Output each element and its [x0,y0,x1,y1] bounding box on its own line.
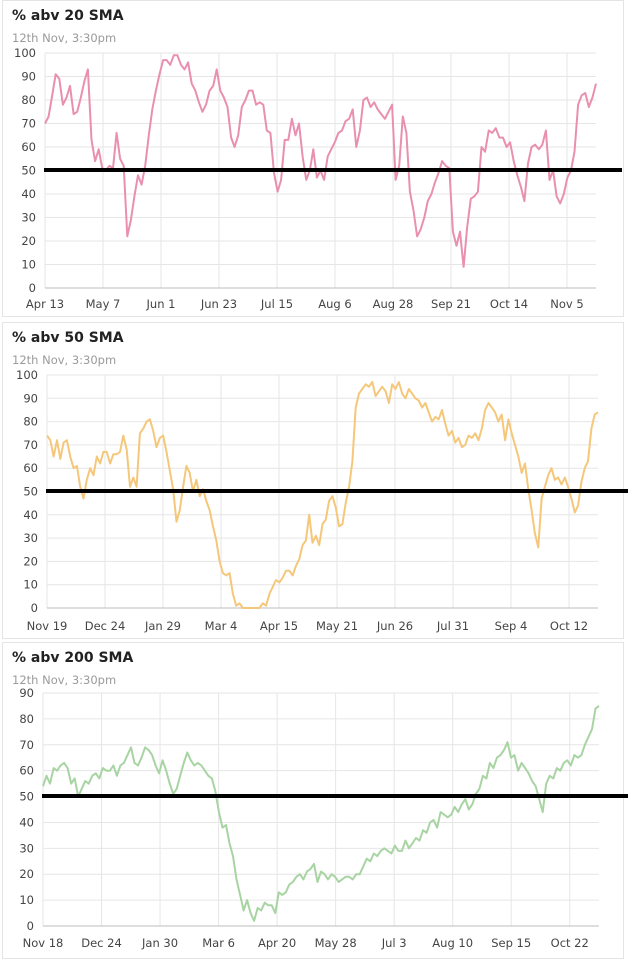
y-tick-label: 0 [31,601,38,615]
x-tick-label: Sep 4 [495,619,528,633]
y-tick-label: 60 [21,140,36,154]
x-tick-label: May 21 [316,619,358,633]
y-tick-label: 70 [23,438,38,452]
chart-svg-sma50: 0 10 20 30 40 50 60 70 80 90 100 Nov 19 Dec 24 Jan 29… [16,368,599,633]
x-tick-label: May 28 [315,936,357,950]
x-tick-label: Aug 6 [318,297,351,311]
chart-panel-sma20: % abv 20 SMA 12th Nov, 3:30pm 0 10 20 30 40 5… [2,0,624,317]
chart-svg-sma20: 0 10 20 30 40 50 60 70 80 90 100 Apr 13 May 7 Jun 1 Ju… [14,46,597,311]
chart-panel-sma50: % abv 50 SMA 12th Nov, 3:30pm 0 10 20 30 40 5… [2,322,624,639]
y-tick-label: 20 [23,554,38,568]
x-tick-label: Sep 15 [491,936,531,950]
y-tick-label: 70 [19,738,34,752]
chart-subtitle: 12th Nov, 3:30pm [12,353,117,367]
reference-line-50 [42,793,628,798]
x-tick-label: Jun 23 [200,297,237,311]
y-tick-label: 20 [19,867,34,881]
series-line [42,705,600,922]
x-tick-label: Apr 15 [260,619,298,633]
x-tick-label: Jan 30 [141,936,178,950]
chart-title: % abv 50 SMA [12,330,124,346]
x-tick-label: Oct 12 [550,619,588,633]
chart-svg-sma200: 0 10 20 30 40 50 60 70 80 90 Nov 18 Dec 24 Jan 30 Mar… [19,686,600,950]
series-line [44,54,597,268]
x-tick-label: Nov 18 [23,936,64,950]
y-tick-label: 0 [27,919,34,933]
x-tick-label: Apr 13 [26,297,64,311]
x-tick-label: Jul 15 [260,297,293,311]
y-tick-label: 90 [23,391,38,405]
y-tick-label: 60 [23,461,38,475]
x-tick-label: Aug 10 [432,936,473,950]
series-line [46,381,599,609]
y-tick-label: 10 [21,258,36,272]
y-tick-label: 50 [21,164,36,178]
x-tick-label: Dec 24 [85,619,126,633]
y-tick-label: 10 [23,578,38,592]
x-tick-label: Mar 6 [202,936,235,950]
x-tick-label: Oct 14 [490,297,528,311]
y-tick-label: 80 [21,93,36,107]
y-tick-label: 40 [21,187,36,201]
y-tick-label: 80 [23,415,38,429]
x-tick-label: Jan 29 [144,619,181,633]
y-tick-label: 20 [21,234,36,248]
y-tick-label: 100 [14,46,36,60]
x-tick-label: Sep 21 [431,297,471,311]
y-tick-label: 80 [19,712,34,726]
x-tick-label: Nov 19 [27,619,68,633]
x-tick-label: Apr 20 [258,936,296,950]
reference-line-50 [46,488,628,493]
chart-title: % abv 20 SMA [12,8,124,24]
y-tick-label: 70 [21,117,36,131]
y-tick-label: 50 [19,790,34,804]
x-tick-label: Mar 4 [205,619,238,633]
y-tick-label: 40 [23,508,38,522]
y-tick-label: 60 [19,764,34,778]
x-tick-label: Jun 1 [146,297,176,311]
y-tick-label: 30 [23,531,38,545]
chart-subtitle: 12th Nov, 3:30pm [12,31,117,45]
x-tick-label: Jul 3 [381,936,407,950]
y-tick-label: 90 [19,686,34,700]
y-tick-label: 50 [23,485,38,499]
y-tick-label: 30 [21,211,36,225]
y-tick-label: 10 [19,893,34,907]
y-tick-label: 40 [19,815,34,829]
x-tick-label: Oct 22 [551,936,589,950]
x-tick-label: Jun 26 [376,619,413,633]
x-tick-label: Dec 24 [81,936,122,950]
chart-panel-sma200: % abv 200 SMA 12th Nov, 3:30pm 0 10 20 30 40… [2,642,624,959]
reference-line-50 [44,167,622,172]
x-tick-label: May 7 [86,297,121,311]
y-tick-label: 0 [29,281,36,295]
y-tick-label: 30 [19,841,34,855]
y-tick-label: 100 [16,368,38,382]
chart-title: % abv 200 SMA [12,650,134,666]
y-tick-label: 90 [21,70,36,84]
x-tick-label: Jul 31 [436,619,469,633]
x-tick-label: Nov 5 [550,297,583,311]
chart-subtitle: 12th Nov, 3:30pm [12,673,117,687]
x-tick-label: Aug 28 [373,297,414,311]
